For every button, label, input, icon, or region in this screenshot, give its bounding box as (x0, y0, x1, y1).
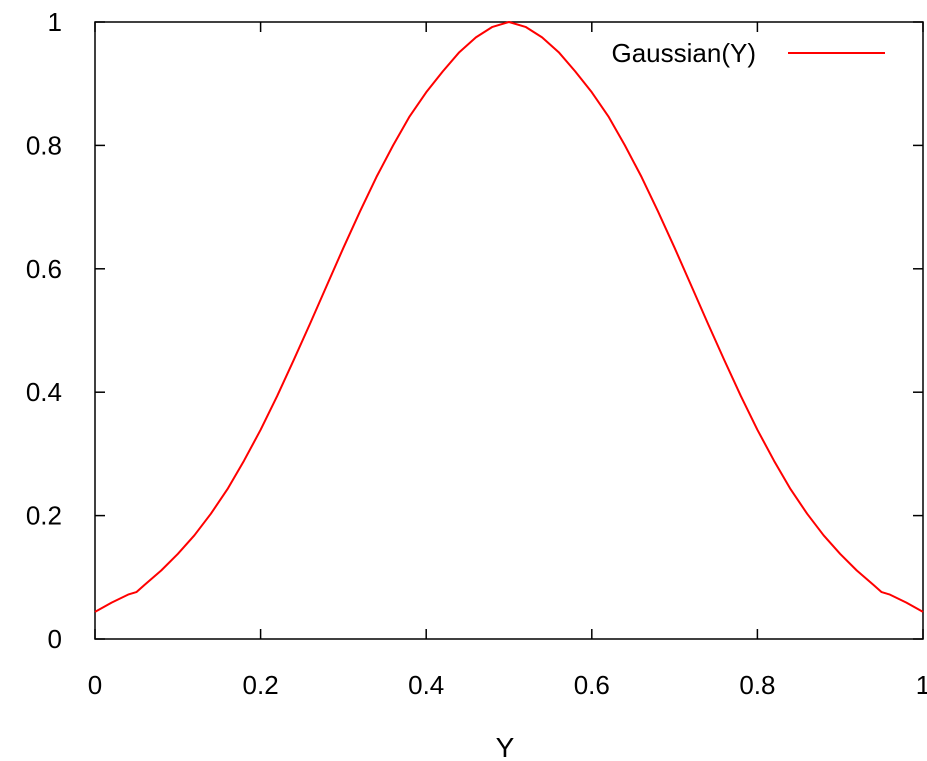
y-tick-label: 0.8 (26, 130, 62, 160)
y-tick-label: 0 (48, 624, 62, 654)
y-tick-label: 0.2 (26, 501, 62, 531)
legend-label: Gaussian(Y) (612, 38, 757, 68)
x-tick-label: 0 (88, 670, 102, 700)
x-tick-label: 0.2 (243, 670, 279, 700)
x-tick-label: 0.8 (739, 670, 775, 700)
series-lines (94, 21, 924, 613)
y-tick-label: 0.6 (26, 254, 62, 284)
x-axis-label: Y (496, 732, 515, 761)
y-tick-label: 0.4 (26, 377, 62, 407)
plot-frame (94, 21, 924, 640)
y-tick-label: 1 (48, 7, 62, 37)
x-tick-label: 1 (916, 670, 927, 700)
series-line-gaussian (94, 21, 924, 613)
x-axis-tick-labels: 0 0.2 0.4 0.6 0.8 1 (88, 670, 927, 700)
axis-ticks (94, 21, 924, 640)
y-axis-tick-labels: 0 0.2 0.4 0.6 0.8 1 (26, 7, 62, 654)
legend: Gaussian(Y) (612, 38, 885, 68)
x-tick-label: 0.4 (408, 670, 444, 700)
x-tick-label: 0.6 (574, 670, 610, 700)
